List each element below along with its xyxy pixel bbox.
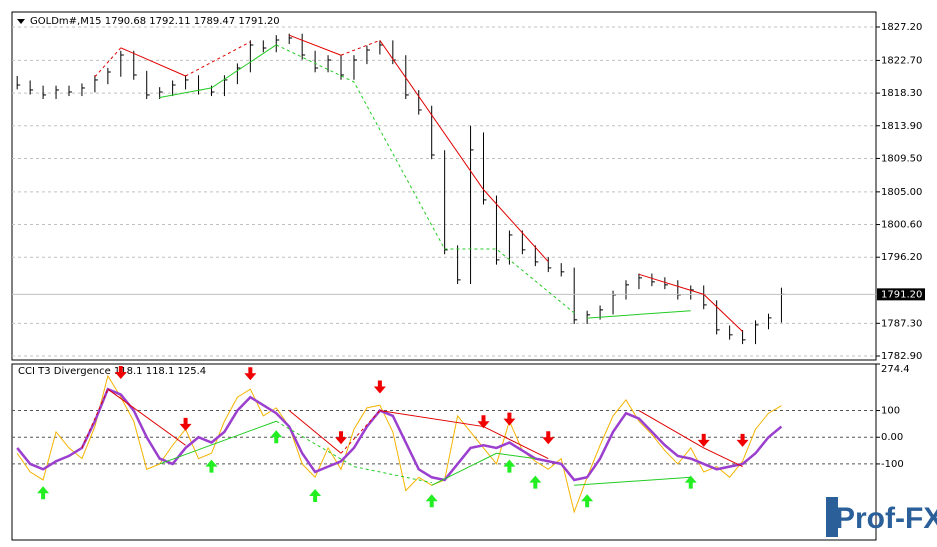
logo-mark bbox=[826, 497, 838, 537]
y-tick-label: 1800.60 bbox=[881, 220, 922, 231]
up-arrow bbox=[529, 475, 542, 489]
y-tick-label: 1782.90 bbox=[881, 351, 922, 362]
y-tick-label: 1827.20 bbox=[881, 22, 922, 33]
down-arrow bbox=[503, 412, 516, 426]
y-tick-label: 1813.90 bbox=[881, 121, 922, 132]
up-arrow bbox=[425, 494, 438, 508]
logo: Prof-FX bbox=[835, 502, 937, 535]
divergence-line bbox=[276, 44, 575, 314]
divergence-line bbox=[340, 410, 381, 454]
down-arrow bbox=[477, 415, 490, 429]
up-arrow bbox=[503, 459, 516, 473]
down-arrow bbox=[542, 431, 555, 445]
divergence-line bbox=[159, 420, 277, 465]
y-tick-label: -100 bbox=[881, 459, 904, 470]
y-tick-label: 1818.30 bbox=[881, 88, 922, 99]
divergence-line bbox=[120, 47, 186, 77]
divergence-line bbox=[159, 44, 277, 99]
price-pane bbox=[11, 11, 877, 361]
indicator-title: CCI T3 Divergence 118.1 118.1 125.4 bbox=[18, 366, 206, 377]
down-arrow bbox=[179, 417, 192, 431]
divergence-line bbox=[638, 273, 743, 332]
last-price-box bbox=[877, 288, 925, 301]
up-arrow bbox=[37, 486, 50, 500]
divergence-line bbox=[587, 310, 691, 319]
divergence-line bbox=[340, 39, 381, 56]
divergence-line bbox=[81, 388, 109, 449]
indicator-line bbox=[16, 374, 782, 514]
last-price-label: 1791.20 bbox=[881, 289, 922, 300]
divergence-line bbox=[379, 40, 549, 263]
down-arrow bbox=[736, 433, 749, 447]
indicator-line bbox=[16, 387, 783, 482]
y-tick-label: 1787.30 bbox=[881, 318, 922, 329]
indicator-pane bbox=[11, 363, 877, 541]
y-tick-label: 0.00 bbox=[881, 432, 903, 443]
down-arrow bbox=[114, 366, 127, 379]
up-arrow bbox=[309, 488, 322, 502]
up-arrow bbox=[205, 459, 218, 473]
divergence-line bbox=[431, 452, 536, 486]
menu-triangle[interactable] bbox=[17, 19, 25, 24]
chart-title: GOLDm#,M15 1790.68 1792.11 1789.47 1791.… bbox=[30, 16, 280, 27]
divergence-line bbox=[638, 410, 743, 468]
down-arrow bbox=[335, 431, 348, 445]
y-tick-label: 100 bbox=[881, 406, 900, 417]
divergence-line bbox=[185, 41, 251, 77]
divergence-line bbox=[94, 47, 122, 78]
y-tick-label: 1805.00 bbox=[881, 187, 922, 198]
y-tick-label: 1822.70 bbox=[881, 55, 922, 66]
down-arrow bbox=[244, 367, 257, 381]
y-tick-label: 274.4 bbox=[881, 364, 910, 375]
y-tick-label: 1809.50 bbox=[881, 153, 922, 164]
up-arrow bbox=[270, 430, 283, 444]
divergence-line bbox=[379, 410, 549, 460]
up-arrow bbox=[581, 494, 594, 508]
down-arrow bbox=[697, 433, 710, 447]
divergence-line bbox=[107, 388, 186, 446]
divergence-line bbox=[288, 410, 342, 454]
down-arrow bbox=[373, 380, 386, 394]
divergence-line bbox=[289, 34, 342, 56]
up-arrow bbox=[684, 475, 697, 489]
divergence-line bbox=[574, 476, 691, 486]
y-tick-label: 1796.20 bbox=[881, 252, 922, 263]
